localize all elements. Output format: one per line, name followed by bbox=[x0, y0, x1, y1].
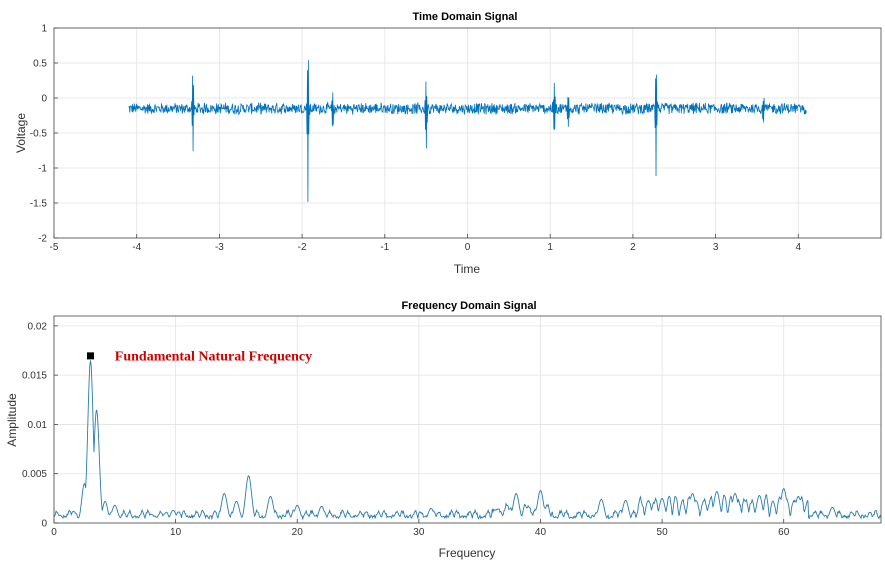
time-y-ticks: 1 0.5 0 -0.5 -1 -1.5 -2 bbox=[30, 24, 58, 245]
time-x-tick-label: -3 bbox=[215, 242, 224, 253]
frequency-x-tick-label: 30 bbox=[413, 527, 425, 538]
time-y-tick-label: -1.5 bbox=[30, 199, 48, 210]
fundamental-frequency-label: Fundamental Natural Frequency bbox=[115, 349, 312, 364]
time-x-tick-label: 3 bbox=[713, 242, 719, 253]
time-x-tick-label: 2 bbox=[630, 242, 636, 253]
frequency-x-tick-label: 50 bbox=[657, 527, 669, 538]
frequency-plot-frame bbox=[53, 315, 882, 524]
frequency-y-tick-label: 0 bbox=[41, 519, 47, 530]
time-x-tick-label: 4 bbox=[796, 242, 802, 253]
frequency-x-tick-label: 0 bbox=[51, 527, 57, 538]
time-x-tick-label: 0 bbox=[465, 242, 471, 253]
frequency-spectrum-line bbox=[53, 360, 882, 521]
frequency-y-axis-label: Amplitude bbox=[5, 393, 19, 447]
time-chart-title: Time Domain Signal bbox=[413, 11, 518, 23]
frequency-y-tick-label: 0.01 bbox=[28, 420, 48, 431]
frequency-x-tick-label: 40 bbox=[535, 527, 547, 538]
time-y-tick-label: 1 bbox=[41, 24, 47, 35]
time-x-tick-label: -5 bbox=[50, 242, 59, 253]
time-y-tick-label: -2 bbox=[38, 234, 47, 245]
frequency-x-axis-label: Frequency bbox=[439, 546, 496, 560]
frequency-y-ticks: 0.02 0.015 0.01 0.005 0 bbox=[22, 321, 58, 530]
time-domain-chart: Time Domain Signal -5 -4 -3 -2 -1 0 1 2 3 4 1 0.5 0… bbox=[14, 11, 882, 276]
time-y-tick-label: 0 bbox=[41, 94, 47, 105]
frequency-chart-title: Frequency Domain Signal bbox=[401, 300, 536, 312]
time-x-ticks: -5 -4 -3 -2 -1 0 1 2 3 4 bbox=[50, 234, 802, 253]
frequency-x-tick-label: 60 bbox=[778, 527, 790, 538]
frequency-plot-area bbox=[54, 316, 881, 523]
time-y-axis-label: Voltage bbox=[14, 113, 28, 153]
time-y-tick-label: -1 bbox=[38, 164, 47, 175]
frequency-y-tick-label: 0.02 bbox=[28, 321, 48, 332]
frequency-domain-chart: Frequency Domain Signal 0 10 20 30 40 50 60 0.… bbox=[5, 300, 882, 560]
frequency-y-tick-label: 0.005 bbox=[22, 469, 47, 480]
time-x-tick-label: -1 bbox=[380, 242, 389, 253]
frequency-x-tick-label: 10 bbox=[170, 527, 182, 538]
fundamental-frequency-annotation: Fundamental Natural Frequency bbox=[86, 349, 312, 364]
time-x-tick-label: -2 bbox=[298, 242, 307, 253]
time-y-tick-label: 0.5 bbox=[33, 59, 47, 70]
time-signal-line bbox=[128, 60, 807, 202]
time-x-axis-label: Time bbox=[454, 262, 481, 276]
frequency-y-tick-label: 0.015 bbox=[22, 371, 47, 382]
time-x-tick-label: 1 bbox=[547, 242, 553, 253]
frequency-series bbox=[53, 360, 882, 521]
time-y-tick-label: -0.5 bbox=[30, 129, 48, 140]
time-x-tick-label: -4 bbox=[132, 242, 141, 253]
frequency-x-ticks: 0 10 20 30 40 50 60 bbox=[51, 519, 790, 538]
fundamental-frequency-marker bbox=[86, 352, 94, 360]
time-series bbox=[128, 60, 807, 202]
frequency-x-tick-label: 20 bbox=[292, 527, 304, 538]
